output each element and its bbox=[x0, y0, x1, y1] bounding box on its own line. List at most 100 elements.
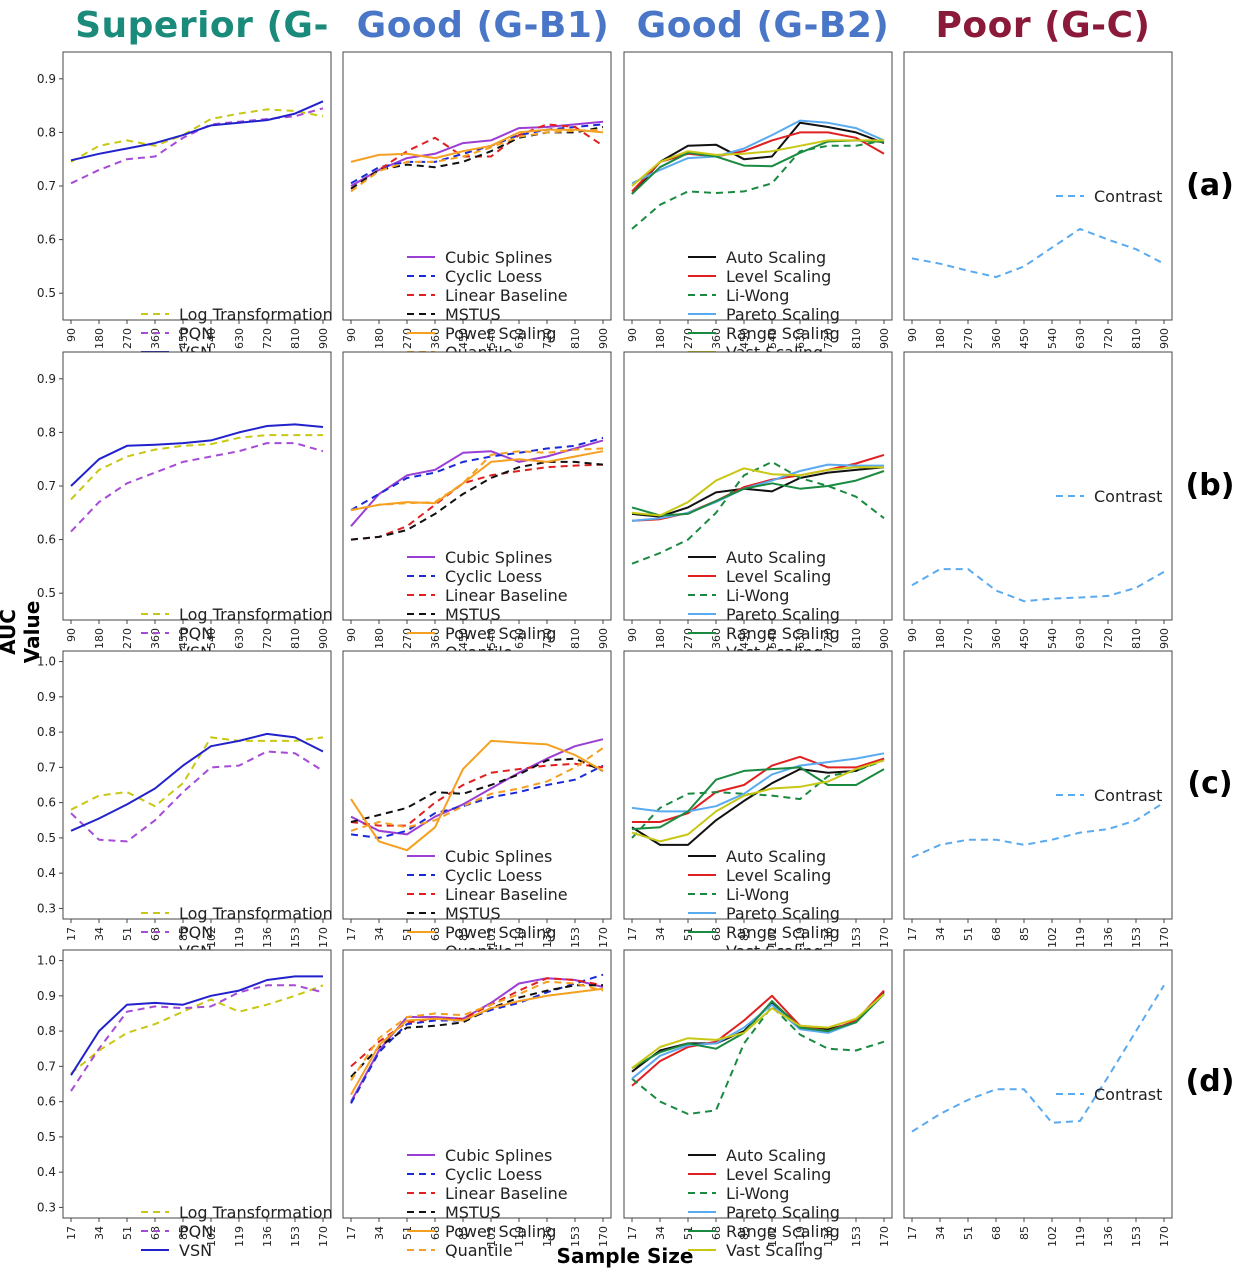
legend-label-range-scaling: Range Scaling bbox=[726, 1222, 840, 1241]
plot-frame bbox=[903, 949, 1173, 1219]
x-tick-label: 450 bbox=[738, 628, 751, 649]
series-line-contrast bbox=[911, 984, 1165, 1133]
legend-label-power-scaling: Power Scaling bbox=[445, 1222, 556, 1241]
legend-label-log-transformation: Log Transformation bbox=[179, 305, 333, 324]
x-tick-label: 180 bbox=[934, 628, 947, 649]
panel--d--poor-g-c-: 17 34 51 68 85 102 119 136 153 170 Contrast bbox=[903, 949, 1173, 1247]
x-tick-label: 68 bbox=[149, 927, 162, 941]
x-tick-label: 180 bbox=[373, 628, 386, 649]
x-tick-label: 90 bbox=[65, 628, 78, 642]
legend-label-mstus: MSTUS bbox=[445, 605, 501, 624]
column-title-good-b2: Good (G-B2) bbox=[636, 5, 890, 46]
y-tick-label: 1.0 bbox=[37, 655, 56, 669]
x-tick-label: 153 bbox=[569, 1226, 582, 1247]
y-tick-label: 0.7 bbox=[37, 1059, 56, 1073]
legend-label-pqn: PQN bbox=[179, 624, 213, 643]
x-tick-label: 810 bbox=[850, 628, 863, 649]
x-tick-label: 720 bbox=[541, 328, 554, 349]
x-tick-label: 153 bbox=[1130, 927, 1143, 948]
series-line-log-transformation bbox=[70, 984, 324, 1075]
legend-label-log-transformation: Log Transformation bbox=[179, 605, 333, 624]
series-line-li-wong bbox=[631, 139, 885, 230]
legend-label-cyclic-loess: Cyclic Loess bbox=[445, 267, 542, 286]
series-line-cubic-splines bbox=[350, 738, 604, 836]
x-tick-label: 17 bbox=[906, 927, 919, 941]
x-tick-label: 34 bbox=[934, 927, 947, 941]
x-tick-label: 119 bbox=[513, 927, 526, 948]
series-line-cubic-splines bbox=[350, 439, 604, 527]
x-tick-label: 540 bbox=[766, 328, 779, 349]
x-tick-label: 85 bbox=[457, 927, 470, 941]
series-line-quantile bbox=[350, 980, 604, 1082]
x-tick-label: 90 bbox=[626, 628, 639, 642]
x-tick-label: 136 bbox=[822, 927, 835, 948]
series-line-cyclic-loess bbox=[350, 764, 604, 839]
x-tick-label: 17 bbox=[65, 927, 78, 941]
legend-label-contrast: Contrast bbox=[1094, 187, 1162, 206]
x-tick-label: 102 bbox=[1046, 927, 1059, 948]
panel--b--good-g-b2-: 90 180 270 360 450 540 630 720 810 900 Auto Scalin… bbox=[623, 351, 893, 662]
panel--b--poor-g-c-: 90 180 270 360 450 540 630 720 810 900 Contrast bbox=[903, 351, 1173, 649]
x-tick-label: 136 bbox=[822, 1226, 835, 1247]
x-tick-label: 630 bbox=[233, 628, 246, 649]
y-tick-label: 0.5 bbox=[37, 831, 56, 845]
column-title-good-b1: Good (G-B1) bbox=[356, 5, 610, 46]
x-tick-label: 720 bbox=[261, 628, 274, 649]
legend-label-range-scaling: Range Scaling bbox=[726, 624, 840, 643]
plot-frame bbox=[342, 949, 612, 1219]
legend-label-log-transformation: Log Transformation bbox=[179, 904, 333, 923]
x-tick-label: 85 bbox=[1018, 927, 1031, 941]
series-line-cyclic-loess bbox=[350, 436, 604, 511]
x-tick-label: 136 bbox=[541, 1226, 554, 1247]
panel--a--good-g-b2-: 90 180 270 360 450 540 630 720 810 900 Auto Scalin… bbox=[623, 51, 893, 362]
legend-label-contrast: Contrast bbox=[1094, 786, 1162, 805]
legend-label-pqn: PQN bbox=[179, 324, 213, 343]
y-tick-label: 0.7 bbox=[37, 179, 56, 193]
x-tick-label: 540 bbox=[485, 628, 498, 649]
x-tick-label: 51 bbox=[682, 927, 695, 941]
legend-label-pareto-scaling: Pareto Scaling bbox=[726, 904, 840, 923]
series-line-range-scaling bbox=[631, 993, 885, 1069]
x-tick-label: 119 bbox=[233, 1226, 246, 1247]
legend-label-cubic-splines: Cubic Splines bbox=[445, 548, 552, 567]
y-tick-label: 0.5 bbox=[37, 286, 56, 300]
x-tick-label: 180 bbox=[93, 628, 106, 649]
series-line-vsn bbox=[70, 423, 324, 487]
x-tick-label: 34 bbox=[934, 1226, 947, 1240]
x-tick-label: 102 bbox=[766, 1226, 779, 1247]
x-tick-label: 270 bbox=[121, 328, 134, 349]
series-line-quantile bbox=[350, 128, 604, 193]
legend-label-power-scaling: Power Scaling bbox=[445, 923, 556, 942]
x-tick-label: 119 bbox=[1074, 1226, 1087, 1247]
x-tick-label: 51 bbox=[121, 927, 134, 941]
x-tick-label: 51 bbox=[121, 1226, 134, 1240]
x-tick-label: 51 bbox=[401, 1226, 414, 1240]
x-tick-label: 17 bbox=[345, 1226, 358, 1240]
series-line-linear-baseline bbox=[350, 463, 604, 541]
series-line-range-scaling bbox=[631, 766, 885, 831]
series-line-pqn bbox=[70, 984, 324, 1092]
panel--d--good-g-b2-: 17 34 51 68 85 102 119 136 153 170 Auto ScalingLev… bbox=[623, 949, 893, 1260]
legend-label-cyclic-loess: Cyclic Loess bbox=[445, 1165, 542, 1184]
series-line-mstus bbox=[350, 757, 604, 823]
panel--a--superior-g-a-: 0.5 0.6 0.7 0.8 0.9 90 180 270 360 450 540 630 720 81… bbox=[37, 51, 333, 362]
x-tick-label: 360 bbox=[990, 328, 1003, 349]
series-line-linear-baseline bbox=[350, 762, 604, 827]
x-tick-label: 68 bbox=[149, 1226, 162, 1240]
series-line-quantile bbox=[350, 747, 604, 832]
x-tick-label: 360 bbox=[990, 628, 1003, 649]
panel--b--superior-g-a-: 0.5 0.6 0.7 0.8 0.9 90 180 270 360 450 540 630 720 81… bbox=[37, 351, 333, 662]
series-line-vast-scaling bbox=[631, 759, 885, 843]
series-line-vast-scaling bbox=[631, 993, 885, 1069]
x-tick-label: 51 bbox=[401, 927, 414, 941]
legend-label-auto-scaling: Auto Scaling bbox=[726, 1146, 826, 1165]
legend-label-range-scaling: Range Scaling bbox=[726, 324, 840, 343]
y-tick-label: 0.8 bbox=[37, 1024, 56, 1038]
series-line-vsn bbox=[70, 732, 324, 832]
x-tick-label: 170 bbox=[597, 927, 610, 948]
x-tick-label: 270 bbox=[401, 328, 414, 349]
legend-label-cubic-splines: Cubic Splines bbox=[445, 248, 552, 267]
legend-label-linear-baseline: Linear Baseline bbox=[445, 1184, 568, 1203]
x-tick-label: 170 bbox=[1158, 1226, 1171, 1247]
x-tick-label: 119 bbox=[233, 927, 246, 948]
